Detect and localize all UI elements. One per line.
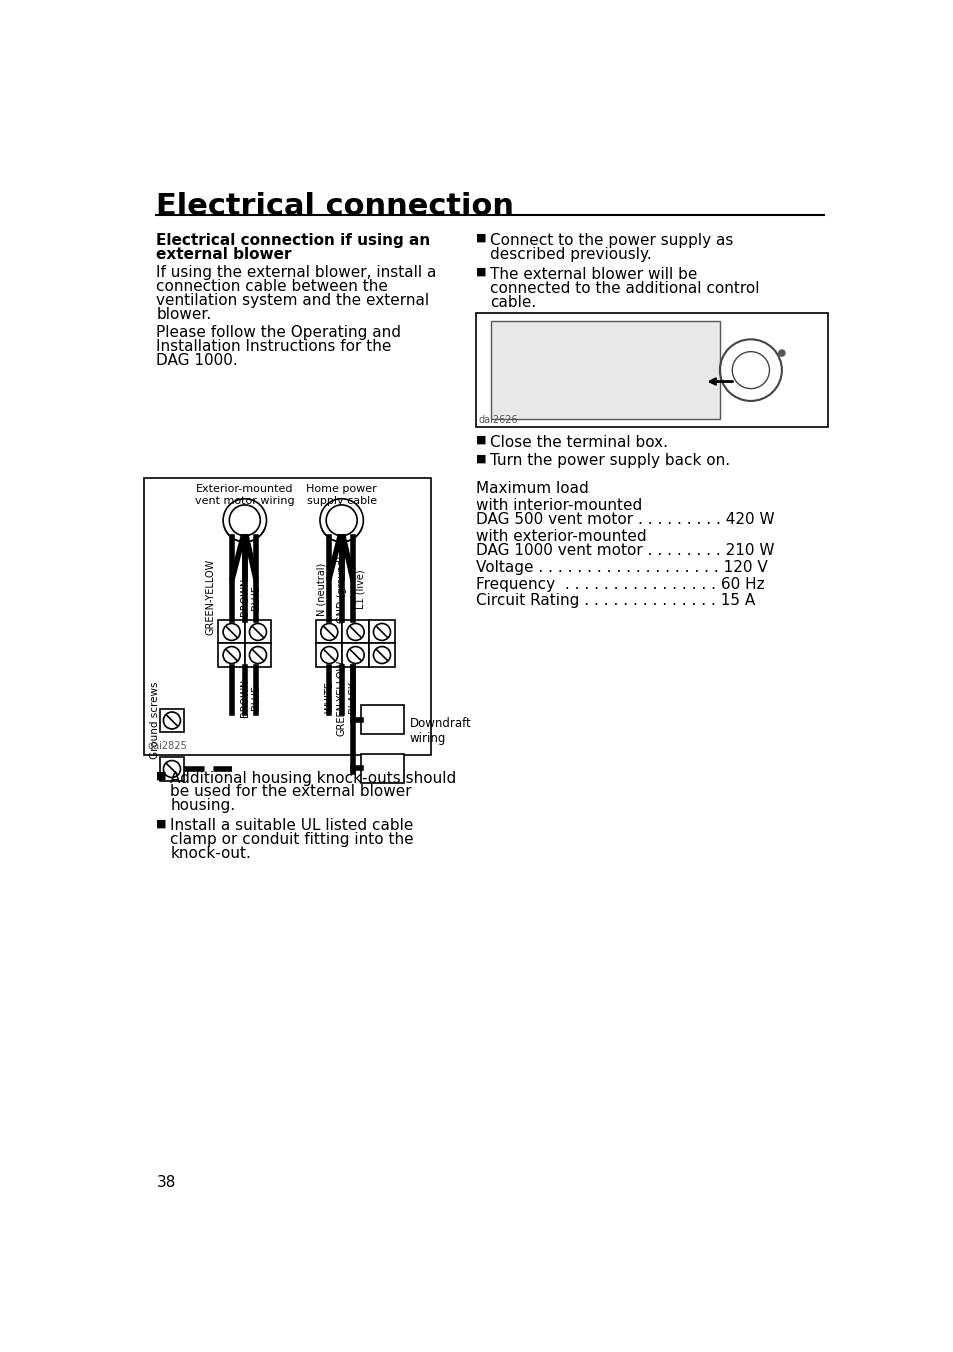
- Text: BLACK: BLACK: [347, 681, 357, 714]
- Text: Voltage . . . . . . . . . . . . . . . . . . . 120 V: Voltage . . . . . . . . . . . . . . . . …: [476, 560, 767, 575]
- Text: Circuit Rating . . . . . . . . . . . . . . 15 A: Circuit Rating . . . . . . . . . . . . .…: [476, 594, 754, 608]
- Bar: [159, 757, 184, 780]
- Text: Frequency  . . . . . . . . . . . . . . . . 60 Hz: Frequency . . . . . . . . . . . . . . . …: [476, 576, 763, 592]
- Bar: [218, 644, 245, 667]
- Bar: [476, 314, 827, 427]
- Text: ■: ■: [476, 233, 486, 243]
- Text: with exterior-mounted: with exterior-mounted: [476, 529, 646, 544]
- Text: Electrical connection: Electrical connection: [156, 192, 514, 220]
- Bar: [159, 708, 184, 731]
- Text: be used for the external blower: be used for the external blower: [171, 784, 412, 799]
- Bar: [491, 320, 720, 419]
- Text: The external blower will be: The external blower will be: [489, 266, 697, 283]
- Text: Exterior-mounted
vent motor wiring: Exterior-mounted vent motor wiring: [194, 484, 294, 506]
- Text: Installation Instructions for the: Installation Instructions for the: [156, 339, 392, 354]
- Text: DAG 500 vent motor . . . . . . . . . 420 W: DAG 500 vent motor . . . . . . . . . 420…: [476, 512, 774, 527]
- Text: 38: 38: [156, 1175, 175, 1190]
- Text: connected to the additional control: connected to the additional control: [489, 281, 759, 296]
- Text: Downdraft
wiring: Downdraft wiring: [410, 717, 471, 745]
- Text: Please follow the Operating and: Please follow the Operating and: [156, 326, 401, 341]
- Text: If using the external blower, install a: If using the external blower, install a: [156, 265, 436, 280]
- Text: ■: ■: [476, 435, 486, 445]
- Bar: [369, 644, 395, 667]
- Text: ■: ■: [476, 266, 486, 277]
- Text: ■: ■: [156, 771, 167, 780]
- Bar: [360, 706, 403, 734]
- Text: BLUE: BLUE: [251, 685, 260, 710]
- Text: described previously.: described previously.: [489, 247, 651, 262]
- Bar: [245, 621, 271, 644]
- Text: Close the terminal box.: Close the terminal box.: [489, 435, 667, 450]
- Text: Turn the power supply back on.: Turn the power supply back on.: [489, 453, 729, 468]
- Text: DAG 1000 vent motor . . . . . . . . 210 W: DAG 1000 vent motor . . . . . . . . 210 …: [476, 542, 774, 557]
- Text: N (neutral): N (neutral): [316, 562, 326, 617]
- Text: BROWN: BROWN: [239, 679, 250, 717]
- Circle shape: [778, 350, 784, 356]
- Text: cable.: cable.: [489, 295, 536, 310]
- Text: Install a suitable UL listed cable: Install a suitable UL listed cable: [171, 818, 414, 833]
- Bar: [360, 753, 403, 783]
- Text: ■: ■: [156, 818, 167, 829]
- Text: external blower: external blower: [156, 247, 292, 262]
- Text: dai2825: dai2825: [148, 741, 188, 752]
- Text: GND (ground): GND (ground): [336, 556, 346, 623]
- Text: GREEN-YELLOW: GREEN-YELLOW: [336, 660, 346, 735]
- Text: connection cable between the: connection cable between the: [156, 280, 388, 295]
- Text: with interior-mounted: with interior-mounted: [476, 498, 641, 512]
- Bar: [315, 644, 342, 667]
- Text: BLUE: BLUE: [251, 585, 260, 610]
- Text: Additional housing knock-outs should: Additional housing knock-outs should: [171, 771, 456, 786]
- Text: housing.: housing.: [171, 798, 235, 814]
- Text: L1 (live): L1 (live): [355, 569, 365, 610]
- Text: Connect to the power supply as: Connect to the power supply as: [489, 233, 732, 247]
- Text: Electrical connection if using an: Electrical connection if using an: [156, 233, 430, 247]
- Text: blower.: blower.: [156, 307, 212, 322]
- Bar: [342, 621, 369, 644]
- Text: WHITE: WHITE: [324, 681, 334, 714]
- Text: ■: ■: [476, 453, 486, 464]
- Text: Home power
supply cable: Home power supply cable: [306, 484, 376, 506]
- Text: DAG 1000.: DAG 1000.: [156, 353, 238, 368]
- Bar: [369, 621, 395, 644]
- Bar: [218, 621, 245, 644]
- Text: Maximum load: Maximum load: [476, 481, 588, 496]
- Text: dai2626: dai2626: [478, 415, 517, 425]
- Bar: [245, 644, 271, 667]
- Bar: [144, 479, 431, 756]
- Text: knock-out.: knock-out.: [171, 846, 251, 861]
- Bar: [315, 621, 342, 644]
- Text: clamp or conduit fitting into the: clamp or conduit fitting into the: [171, 831, 414, 848]
- Text: BROWN: BROWN: [239, 579, 250, 617]
- Text: ventilation system and the external: ventilation system and the external: [156, 293, 429, 308]
- Text: Ground screws: Ground screws: [150, 681, 160, 760]
- Text: GREEN-YELLOW: GREEN-YELLOW: [206, 560, 215, 635]
- Bar: [342, 644, 369, 667]
